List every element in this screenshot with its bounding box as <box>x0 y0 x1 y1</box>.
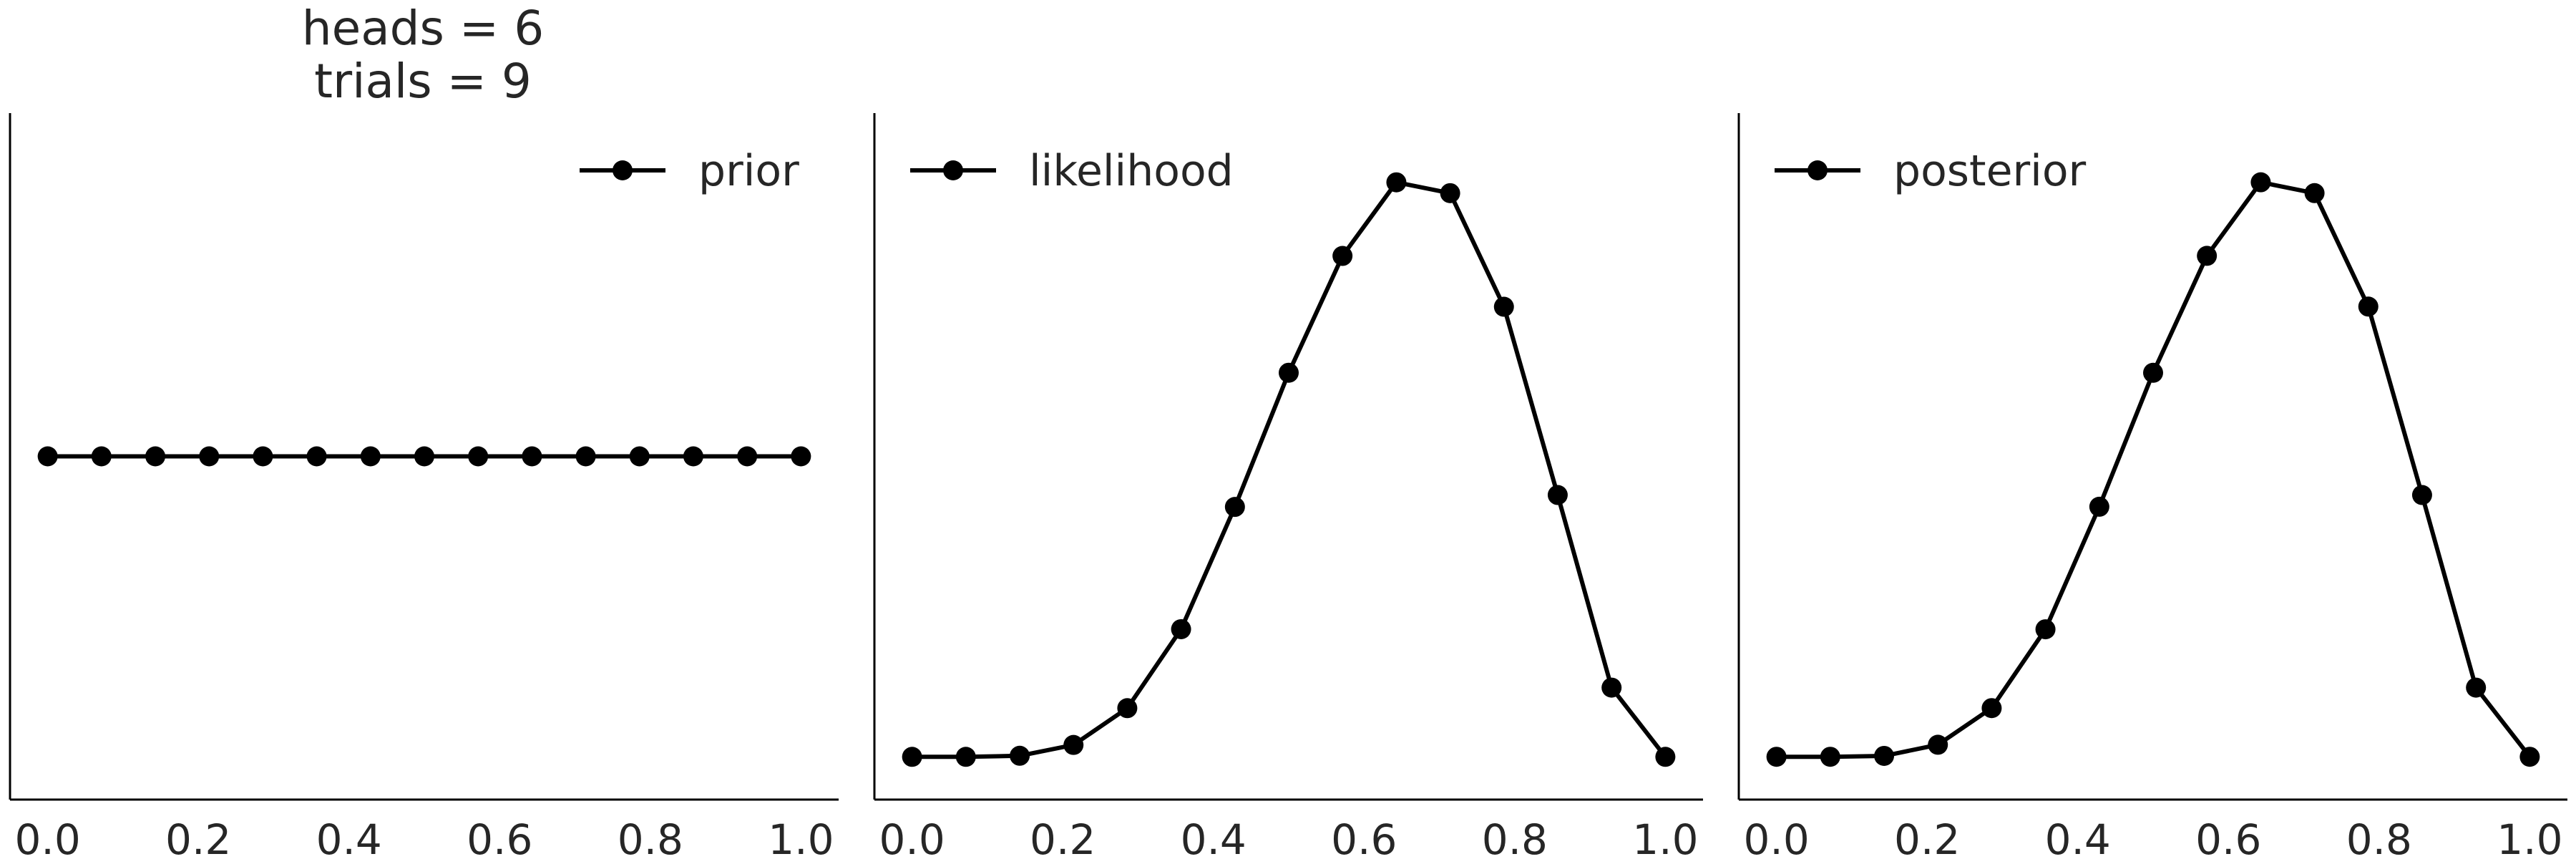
x-tick-label: 0.8 <box>618 815 683 859</box>
legend: likelihood <box>910 146 1234 196</box>
data-point <box>2250 172 2271 193</box>
data-point <box>2519 747 2540 767</box>
series-line-likelihood <box>912 180 1667 759</box>
data-point <box>2466 677 2487 698</box>
chart-panel-prior: 0.0 0.2 0.4 0.6 0.8 1.0 prior <box>9 113 839 859</box>
panels: 0.0 0.2 0.4 0.6 0.8 1.0 prior 0.0 0.2 0.4 0.6 0.8 1.… <box>9 113 2567 859</box>
legend-label: likelihood <box>1029 146 1234 196</box>
x-tick-label: 1.0 <box>2497 815 2562 859</box>
legend-label: prior <box>698 146 799 196</box>
figure-title-heads: heads = 6 <box>302 1 544 56</box>
data-point <box>2035 619 2056 640</box>
data-point <box>468 446 489 467</box>
data-point <box>629 446 650 467</box>
data-point <box>575 446 596 467</box>
data-point <box>360 446 381 467</box>
x-tick-label: 0.8 <box>1482 815 1548 859</box>
data-point <box>1224 497 1245 518</box>
data-point <box>737 446 758 467</box>
data-point <box>2304 183 2325 203</box>
data-point <box>306 446 327 467</box>
data-point <box>2411 485 2432 505</box>
series-line-posterior <box>1776 180 2532 759</box>
x-tick-label: 0.0 <box>879 815 945 859</box>
data-point <box>1171 618 1191 639</box>
data-point <box>1010 745 1030 766</box>
legend-marker <box>943 160 963 180</box>
x-tick-label: 0.2 <box>1894 815 1960 859</box>
x-tick-label: 0.6 <box>467 815 532 859</box>
x-tick-label: 0.2 <box>1030 815 1096 859</box>
data-point <box>1440 183 1460 203</box>
data-point <box>37 446 58 467</box>
x-tick-label: 1.0 <box>1632 815 1698 859</box>
data-point <box>145 446 166 467</box>
data-point <box>2197 246 2218 266</box>
x-tick-label: 0.4 <box>1181 815 1246 859</box>
x-tick-label: 0.6 <box>1331 815 1397 859</box>
data-point <box>1117 698 1138 719</box>
figure-title-trials: trials = 9 <box>314 54 532 109</box>
data-point <box>1928 734 1948 755</box>
data-point <box>91 446 112 467</box>
chart-panel-likelihood: 0.0 0.2 0.4 0.6 0.8 1.0 likelihood <box>873 113 1703 859</box>
legend-marker <box>613 160 633 180</box>
x-tick-label: 1.0 <box>768 815 834 859</box>
legend-label: posterior <box>1893 146 2087 196</box>
x-tick-label: 0.4 <box>2045 815 2111 859</box>
data-point <box>253 446 273 467</box>
legend: posterior <box>1775 146 2087 196</box>
data-point <box>2358 296 2379 317</box>
x-tick-label: 0.6 <box>2195 815 2261 859</box>
data-point <box>522 446 542 467</box>
data-point <box>1547 485 1568 505</box>
legend: prior <box>580 146 799 196</box>
data-point <box>1655 747 1676 767</box>
data-point <box>414 446 434 467</box>
data-point <box>683 446 703 467</box>
data-point <box>1820 747 1840 767</box>
data-point <box>2143 362 2163 383</box>
data-point <box>199 446 220 467</box>
data-point <box>955 747 976 767</box>
x-tick-label: 0.0 <box>1744 815 1810 859</box>
legend-marker <box>1807 160 1828 180</box>
data-point <box>1874 745 1895 766</box>
data-point <box>1766 747 1787 767</box>
x-tick-label: 0.4 <box>316 815 382 859</box>
chart-panel-posterior: 0.0 0.2 0.4 0.6 0.8 1.0 posterior <box>1737 113 2567 859</box>
data-point <box>1279 362 1299 383</box>
x-tick-label: 0.8 <box>2346 815 2412 859</box>
data-point <box>2089 496 2109 517</box>
x-tick-label: 0.2 <box>165 815 231 859</box>
data-point <box>902 747 922 767</box>
data-point <box>1063 734 1084 755</box>
data-point <box>1981 698 2002 719</box>
data-point <box>1493 296 1514 317</box>
data-point <box>791 446 811 467</box>
data-point <box>1386 172 1407 193</box>
data-point <box>1332 246 1353 266</box>
x-tick-label: 0.0 <box>15 815 81 859</box>
data-point <box>1601 677 1622 698</box>
